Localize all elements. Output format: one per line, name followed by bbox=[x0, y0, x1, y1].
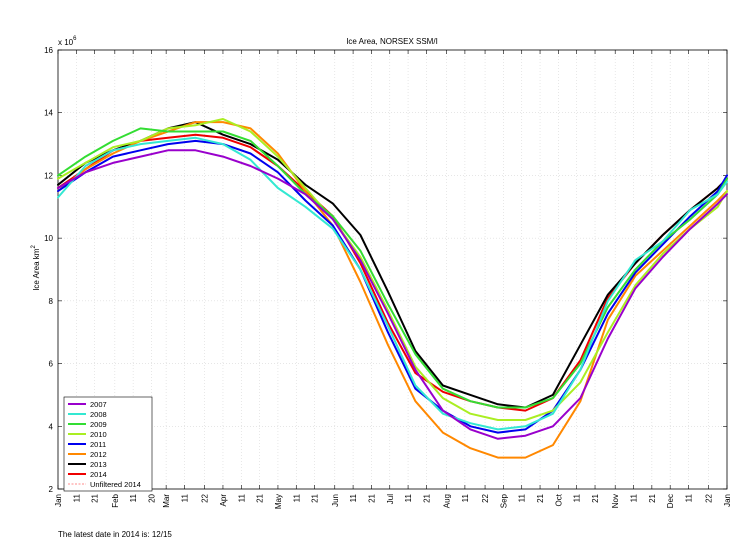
y-exponent-power: 6 bbox=[73, 36, 77, 42]
legend-label: 2007 bbox=[90, 400, 107, 409]
series-lines bbox=[57, 118, 728, 459]
chart-title: Ice Area, NORSEX SSM/I bbox=[346, 37, 438, 46]
x-tick-label: 11 bbox=[461, 493, 470, 502]
x-tick-label: Jan bbox=[54, 494, 63, 507]
legend-label: Unfiltered 2014 bbox=[90, 480, 141, 489]
x-tick-label: 22 bbox=[481, 493, 490, 502]
y-tick-label: 16 bbox=[44, 46, 53, 55]
x-tick-label: 11 bbox=[237, 493, 246, 502]
x-tick-label: Jul bbox=[386, 494, 395, 504]
y-tick-label: 10 bbox=[44, 234, 53, 243]
x-tick-label: 21 bbox=[648, 493, 657, 502]
x-tick-label: Dec bbox=[666, 494, 675, 508]
x-tick-label: 11 bbox=[404, 493, 413, 502]
x-tick-label: Nov bbox=[611, 494, 620, 508]
x-tick-label: 11 bbox=[685, 493, 694, 502]
y-tick-label: 6 bbox=[49, 360, 54, 369]
series-line-2012 bbox=[57, 121, 728, 459]
x-tick-label: 11 bbox=[180, 493, 189, 502]
series-line-2013 bbox=[57, 121, 728, 409]
y-axis-label-superscript: 2 bbox=[31, 245, 37, 249]
x-tick-label: 21 bbox=[256, 493, 265, 502]
y-tick-label: 2 bbox=[49, 485, 54, 494]
x-tick-label: Feb bbox=[111, 493, 120, 507]
legend-label: 2009 bbox=[90, 420, 107, 429]
y-axis-label: Ice Area km2 bbox=[31, 245, 41, 291]
x-tick-label: 21 bbox=[591, 493, 600, 502]
legend-label: 2014 bbox=[90, 470, 107, 479]
x-tick-label: 21 bbox=[422, 493, 431, 502]
x-tick-label: 11 bbox=[573, 493, 582, 502]
legend-label: 2008 bbox=[90, 410, 107, 419]
x-tick-label: 20 bbox=[147, 493, 156, 502]
axes: 2 4 6 8 10 12 14 16 Jan 11 21 Feb 11 20 Mar 11 22 Apr 11 21… bbox=[44, 46, 732, 509]
series-line-2010 bbox=[57, 118, 728, 421]
y-exponent-base: x 10 bbox=[58, 38, 74, 47]
x-tick-label: 11 bbox=[518, 493, 527, 502]
x-tick-label: Apr bbox=[219, 494, 228, 507]
x-tick-label: 11 bbox=[630, 493, 639, 502]
x-tick-label: 22 bbox=[201, 493, 210, 502]
y-tick-label: 14 bbox=[44, 109, 53, 118]
grid bbox=[58, 50, 727, 489]
x-tick-label: Jan bbox=[723, 494, 732, 507]
x-tick-label: Oct bbox=[554, 493, 563, 506]
x-tick-label: Sep bbox=[499, 493, 508, 508]
x-tick-label: 21 bbox=[536, 493, 545, 502]
legend-label: 2010 bbox=[90, 430, 107, 439]
legend-label: 2013 bbox=[90, 460, 107, 469]
x-tick-label: Jun bbox=[331, 494, 340, 507]
x-tick-label: 21 bbox=[91, 493, 100, 502]
legend-label: 2012 bbox=[90, 450, 107, 459]
x-tick-label: Aug bbox=[443, 494, 452, 508]
y-exponent-label: x 106 bbox=[58, 36, 77, 47]
y-tick-label: 12 bbox=[44, 171, 53, 180]
x-tick-label: 11 bbox=[72, 493, 81, 502]
x-tick-label: May bbox=[274, 494, 283, 509]
x-tick-label: 11 bbox=[349, 493, 358, 502]
x-tick-label: 11 bbox=[129, 493, 138, 502]
x-tick-label: 22 bbox=[705, 493, 714, 502]
x-tick-label: Mar bbox=[162, 494, 171, 508]
legend: 20072008200920102011201220132014Unfilter… bbox=[63, 396, 153, 492]
x-tick-label: 21 bbox=[367, 493, 376, 502]
legend-label: 2011 bbox=[90, 440, 106, 449]
x-tick-label: 11 bbox=[292, 493, 301, 502]
series-line-2011 bbox=[57, 139, 728, 434]
y-tick-label: 8 bbox=[49, 297, 54, 306]
series-line-2008 bbox=[57, 136, 728, 431]
y-tick-label: 4 bbox=[49, 422, 54, 431]
series-line-2007 bbox=[57, 149, 728, 440]
x-tick-label: 21 bbox=[311, 493, 320, 502]
plot-frame bbox=[57, 49, 728, 490]
y-axis-label-text: Ice Area km bbox=[32, 248, 41, 291]
latest-date-note: The latest date in 2014 is: 12/15 bbox=[58, 530, 172, 539]
series-line-2009 bbox=[57, 127, 728, 409]
